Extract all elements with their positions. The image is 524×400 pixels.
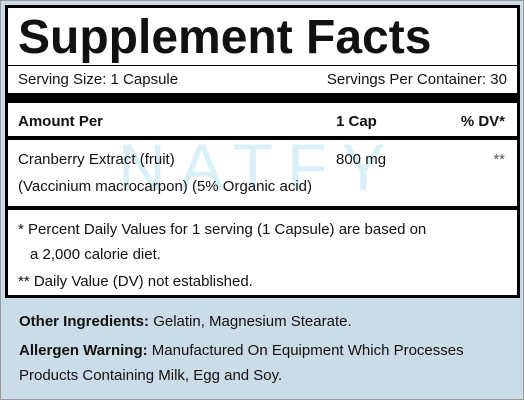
allergen-warning: Allergen Warning: Manufactured On Equipm… — [19, 342, 464, 360]
footnote: a 2,000 calorie diet. — [30, 246, 161, 263]
rule — [8, 206, 517, 210]
text: Gelatin, Magnesium Stearate. — [153, 313, 352, 330]
allergen-warning-text: Products Containing Milk, Egg and Soy. — [19, 367, 283, 384]
rule — [8, 136, 517, 140]
text: Manufactured On Equipment Which Processe… — [151, 342, 464, 359]
footnote: ** Daily Value (DV) not established. — [18, 273, 253, 290]
servings-per-container: Servings Per Container: 30 — [326, 71, 507, 88]
rule — [8, 65, 517, 66]
label: Allergen Warning: — [19, 342, 148, 359]
ingredient-note: (Vaccinium macrocarpon) (5% Organic acid… — [18, 178, 312, 195]
column-header: % DV* — [460, 113, 505, 130]
rule — [8, 93, 517, 103]
column-header: Amount Per — [18, 113, 104, 130]
facts-panel: NATFY Supplement Facts Serving Size: 1 C… — [5, 5, 520, 298]
other-ingredients: Other Ingredients: Gelatin, Magnesium St… — [19, 313, 352, 331]
footnote: * Percent Daily Values for 1 serving (1 … — [18, 221, 427, 238]
daily-value: ** — [493, 151, 505, 168]
column-header: 1 Cap — [336, 113, 377, 130]
title: Supplement Facts — [18, 11, 432, 64]
label: Other Ingredients: — [19, 313, 150, 330]
amount: 800 mg — [336, 151, 387, 168]
ingredient: Cranberry Extract (fruit) — [18, 151, 175, 168]
serving-size: Serving Size: 1 Capsule — [18, 71, 179, 88]
